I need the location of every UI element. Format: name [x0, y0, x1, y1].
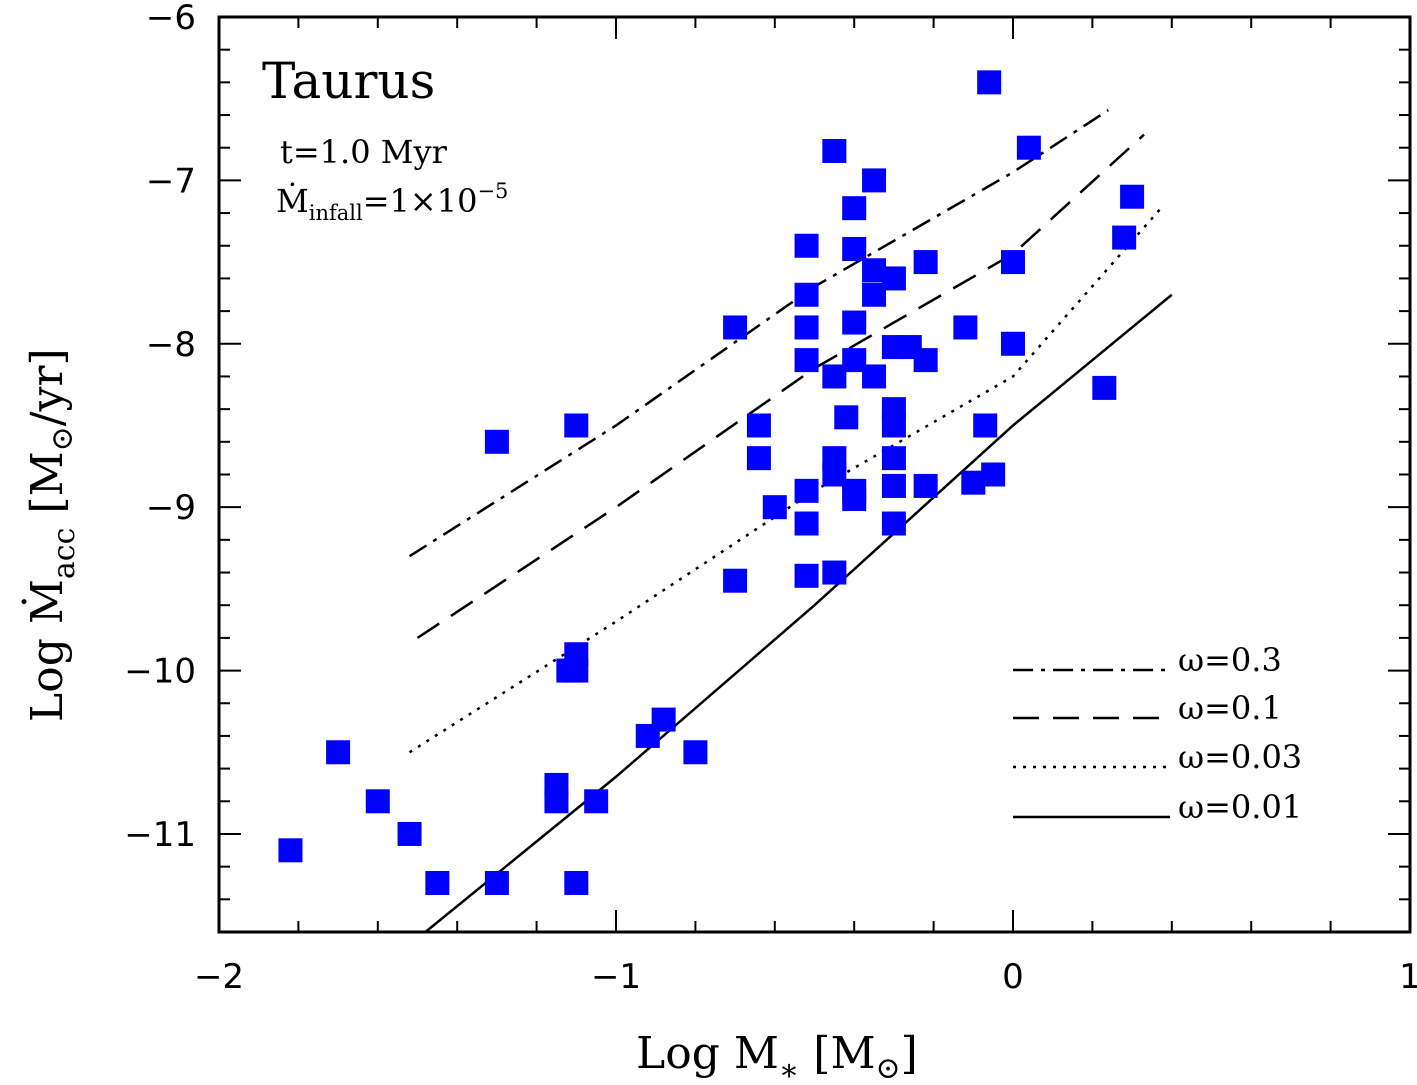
data-point	[278, 838, 303, 863]
legend-label-3: ω=0.01	[1178, 788, 1302, 826]
data-point	[564, 870, 589, 895]
data-point	[1001, 250, 1025, 275]
legend-label-0: ω=0.3	[1178, 641, 1282, 679]
data-point	[794, 348, 819, 373]
legend-label-1: ω=0.1	[1178, 689, 1282, 727]
data-point	[794, 511, 819, 536]
data-point	[683, 740, 708, 765]
data-point	[425, 870, 450, 895]
data-point	[842, 310, 867, 335]
data-point	[723, 568, 748, 593]
data-point	[862, 364, 887, 389]
data-point	[1120, 184, 1145, 209]
data-point	[822, 446, 847, 471]
data-point	[881, 397, 906, 422]
model-line-2	[408, 204, 1165, 754]
tick-labels: −2 −1 0 1−6−7−8−9−10−11	[124, 0, 1417, 997]
data-point	[544, 789, 569, 814]
data-point	[834, 405, 859, 430]
chart-title: Taurus	[262, 52, 435, 110]
model-line-3	[424, 293, 1173, 932]
y-tick-label: −7	[146, 161, 196, 201]
model-line-1	[416, 133, 1145, 639]
data-point	[881, 473, 906, 498]
data-point	[794, 315, 819, 340]
data-point	[651, 707, 676, 732]
y-axis-label: Log Ṁacc [M⊙/yr]	[20, 348, 82, 722]
y-tick-label: −6	[146, 0, 196, 38]
x-tick-label: −1	[591, 957, 641, 997]
x-tick-label: 0	[1002, 957, 1024, 997]
x-tick-label: −2	[194, 957, 244, 997]
data-point	[973, 413, 998, 438]
y-tick-label: −8	[146, 325, 196, 365]
data-point	[842, 487, 867, 512]
data-point	[794, 563, 819, 588]
data-point	[881, 511, 906, 536]
data-point	[584, 789, 609, 814]
data-point	[842, 237, 867, 262]
data-point	[794, 282, 819, 307]
data-point	[762, 495, 787, 520]
data-point	[977, 70, 1002, 95]
data-point	[913, 473, 938, 498]
axis-ticks	[218, 16, 1411, 933]
data-point	[746, 413, 771, 438]
legend: ω=0.3 ω=0.1 ω=0.03 ω=0.01	[1013, 641, 1302, 826]
x-axis-label: Log M∗ [M⊙]	[636, 1028, 918, 1085]
data-point	[484, 429, 509, 454]
data-point	[913, 348, 938, 373]
legend-label-2: ω=0.03	[1178, 738, 1302, 776]
data-point	[484, 870, 509, 895]
data-point	[794, 233, 819, 258]
data-point	[564, 413, 589, 438]
data-point	[913, 250, 938, 275]
time-annotation: t=1.0 Myr	[280, 133, 448, 171]
data-point	[822, 138, 847, 163]
data-point	[842, 196, 867, 221]
data-points	[278, 70, 1145, 895]
model-lines	[408, 109, 1173, 932]
y-tick-label: −11	[124, 815, 196, 855]
data-point	[794, 478, 819, 503]
plot-frame	[217, 15, 1412, 934]
y-tick-label: −10	[124, 652, 196, 692]
data-point	[881, 266, 906, 291]
data-point	[953, 315, 978, 340]
infall-annotation: Ṁinfall=1×10−5	[276, 179, 508, 225]
data-point	[1016, 135, 1041, 160]
data-point	[881, 446, 906, 471]
data-point	[1001, 331, 1025, 356]
data-point	[326, 740, 351, 765]
data-point	[822, 560, 847, 585]
data-point	[746, 446, 771, 471]
data-point	[1092, 375, 1117, 400]
x-tick-label: 1	[1399, 957, 1417, 997]
data-point	[723, 315, 748, 340]
data-point	[981, 462, 1006, 487]
data-point	[1112, 225, 1137, 250]
data-point	[397, 821, 422, 846]
y-tick-label: −9	[146, 488, 196, 528]
data-point	[564, 658, 589, 683]
data-point	[365, 789, 390, 814]
data-point	[862, 168, 887, 193]
